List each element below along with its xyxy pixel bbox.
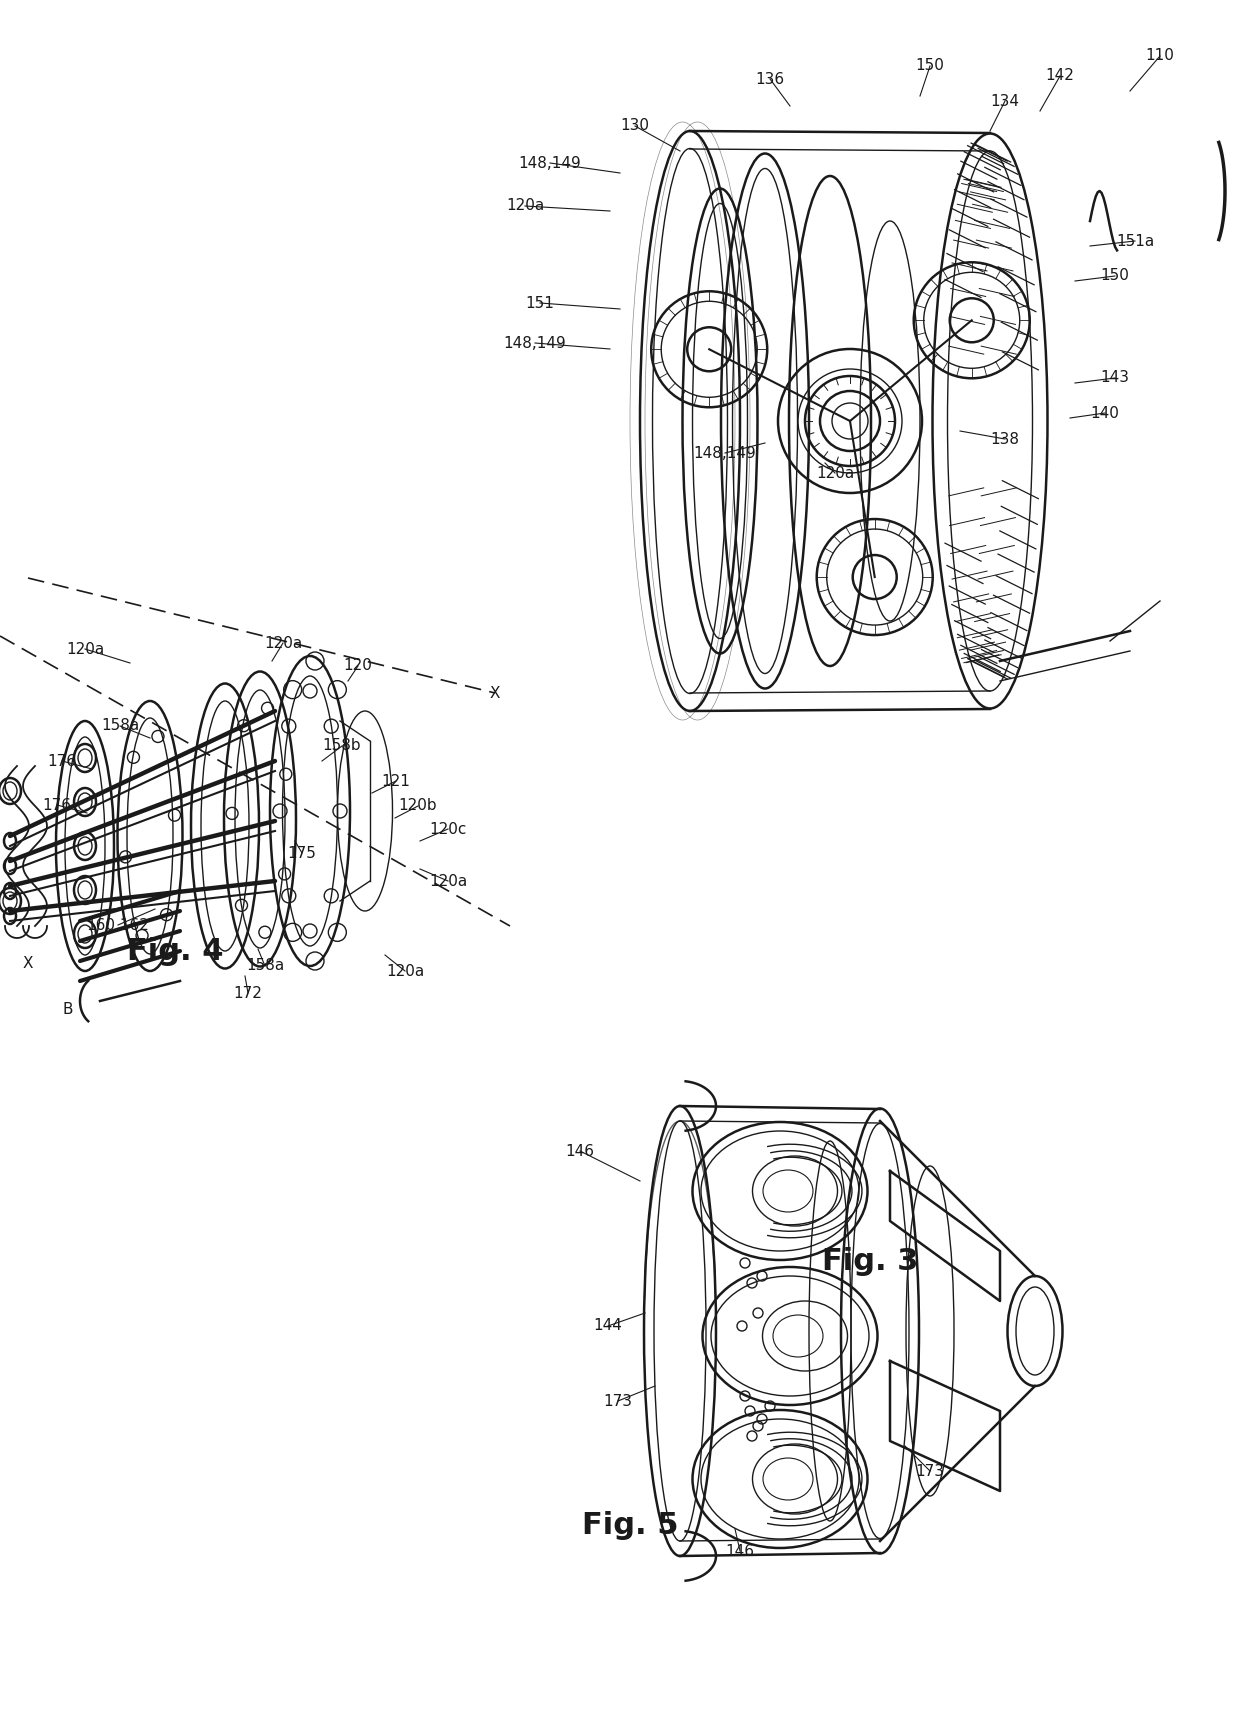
- Text: X: X: [22, 955, 33, 971]
- Text: B: B: [63, 1002, 73, 1017]
- Text: 158a: 158a: [100, 718, 139, 733]
- Text: 130: 130: [620, 119, 650, 134]
- Text: 176: 176: [42, 797, 72, 812]
- Text: 172: 172: [233, 986, 263, 1000]
- Text: 140: 140: [1090, 406, 1120, 420]
- Text: 110: 110: [1146, 48, 1174, 64]
- Text: 176: 176: [47, 754, 77, 769]
- Text: 120a: 120a: [386, 964, 424, 979]
- Text: 150: 150: [915, 59, 945, 74]
- Text: 120: 120: [343, 659, 372, 673]
- Text: X: X: [490, 685, 500, 700]
- Text: 158b: 158b: [322, 738, 361, 754]
- Text: 120c: 120c: [429, 821, 466, 836]
- Text: 138: 138: [991, 432, 1019, 446]
- Text: 120a: 120a: [264, 635, 303, 651]
- Text: 151: 151: [526, 296, 554, 310]
- Text: 120a: 120a: [506, 198, 544, 213]
- Text: 158a: 158a: [246, 959, 284, 974]
- Text: Fig. 4: Fig. 4: [126, 936, 223, 965]
- Text: 120a: 120a: [429, 874, 467, 888]
- Text: 136: 136: [755, 72, 785, 86]
- Text: Fig. 5: Fig. 5: [582, 1511, 678, 1540]
- Text: 151a: 151a: [1116, 234, 1154, 248]
- Text: 148,149: 148,149: [518, 155, 582, 170]
- Text: 148,149: 148,149: [503, 336, 567, 351]
- Text: 142: 142: [1045, 69, 1074, 84]
- Text: 134: 134: [991, 93, 1019, 108]
- Text: 120b: 120b: [399, 799, 438, 814]
- Text: 120a: 120a: [66, 642, 104, 656]
- Text: 146: 146: [565, 1143, 594, 1158]
- Text: 148,149: 148,149: [693, 446, 756, 461]
- Text: 120a: 120a: [816, 465, 854, 480]
- Text: 121: 121: [382, 773, 410, 788]
- Text: 173: 173: [604, 1394, 632, 1408]
- Text: 173: 173: [915, 1463, 945, 1478]
- Text: 146: 146: [725, 1544, 754, 1559]
- Text: 160,162: 160,162: [87, 917, 150, 933]
- Text: 144: 144: [594, 1318, 622, 1334]
- Text: 143: 143: [1101, 370, 1130, 386]
- Text: Fig. 3: Fig. 3: [822, 1246, 918, 1275]
- Text: 150: 150: [1101, 268, 1130, 284]
- Text: 175: 175: [288, 845, 316, 860]
